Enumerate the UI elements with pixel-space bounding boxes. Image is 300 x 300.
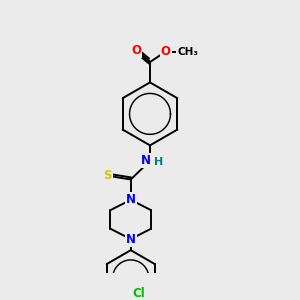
Text: N: N	[126, 232, 136, 246]
Text: O: O	[160, 45, 171, 58]
Text: S: S	[103, 169, 112, 182]
Text: H: H	[154, 158, 163, 167]
Text: Cl: Cl	[133, 287, 146, 300]
Text: N: N	[141, 154, 151, 167]
Text: O: O	[131, 44, 141, 57]
Text: CH₃: CH₃	[177, 47, 198, 57]
Text: N: N	[126, 193, 136, 206]
